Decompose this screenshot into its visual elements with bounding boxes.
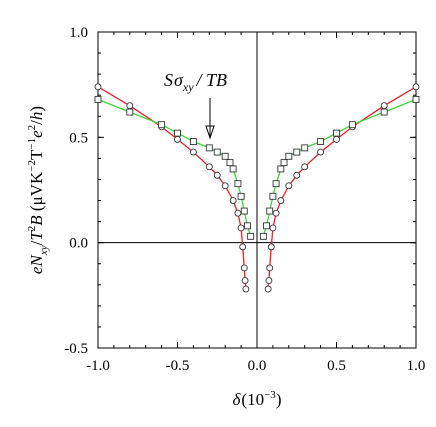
series-1-point xyxy=(244,222,251,230)
series-0-point xyxy=(229,197,237,204)
y-axis-label: eNxy/T2B (μVK−2T−1e2/h) xyxy=(26,106,50,274)
series-1-line-right xyxy=(262,98,417,237)
annotation-label: Sσxy / TB xyxy=(164,70,227,94)
series-0-point xyxy=(234,209,242,217)
series-1-point xyxy=(301,144,309,152)
series-1-point xyxy=(348,121,356,129)
series-0-point xyxy=(237,224,245,232)
series-1-point xyxy=(240,207,248,215)
annotation-arrowhead xyxy=(205,125,215,140)
series-0-point xyxy=(264,285,272,293)
series-1-point xyxy=(285,152,293,160)
x-tick-label: 0.5 xyxy=(327,358,346,374)
series-0-point xyxy=(241,277,249,285)
series-1-point xyxy=(280,159,288,167)
series-0-point xyxy=(242,285,250,293)
series-0-point xyxy=(301,163,309,171)
x-ticks: -1.0 -0.5 0.0 0.5 1.0 xyxy=(86,32,425,374)
series-1-point xyxy=(158,121,166,129)
series-0-point xyxy=(272,209,280,217)
series-1-point xyxy=(317,138,325,145)
series-1-point xyxy=(229,165,237,173)
series-0-point xyxy=(277,197,285,204)
x-tick-label: 1.0 xyxy=(407,358,426,374)
series-0-point xyxy=(266,264,274,272)
series-1-point xyxy=(94,95,102,103)
series-group xyxy=(94,83,420,293)
series-0-point xyxy=(94,83,102,91)
series-1-point xyxy=(174,129,181,137)
series-0-point xyxy=(412,83,420,91)
series-1-point xyxy=(333,129,340,137)
y-tick-label: 0.0 xyxy=(69,236,88,252)
series-1-point xyxy=(205,144,213,152)
series-1-point xyxy=(263,222,270,230)
series-1-point xyxy=(237,192,245,200)
x-tick-label: -0.5 xyxy=(166,358,190,374)
series-1-point xyxy=(412,95,420,103)
x-tick-label: -1.0 xyxy=(86,358,110,374)
series-0-point xyxy=(317,148,325,156)
series-1-point xyxy=(272,180,280,188)
series-1-point xyxy=(234,180,242,188)
series-1-point xyxy=(269,192,277,200)
series-0-point xyxy=(285,182,293,190)
series-0-point xyxy=(174,135,181,143)
y-ticks: -0.5 0.0 0.5 1.0 xyxy=(64,25,416,357)
series-1-point xyxy=(293,148,301,156)
y-tick-label: 1.0 xyxy=(69,25,88,41)
series-1-point xyxy=(259,232,267,240)
series-0-point xyxy=(267,243,275,251)
series-0-point xyxy=(265,277,273,285)
series-0-point xyxy=(189,148,197,156)
series-0-point xyxy=(239,243,247,251)
series-0-point xyxy=(293,171,301,179)
y-tick-label: 0.5 xyxy=(69,130,88,146)
series-1-point xyxy=(213,148,221,156)
series-0-point xyxy=(380,102,388,110)
y-tick-label: -0.5 xyxy=(64,341,88,357)
series-0-point xyxy=(333,135,340,143)
series-0-point xyxy=(269,224,277,232)
series-1-point xyxy=(247,232,255,240)
annotation: Sσxy / TB xyxy=(164,70,227,140)
series-1-point xyxy=(266,207,274,215)
series-1-line-left xyxy=(97,98,252,237)
series-1-point xyxy=(189,138,197,145)
series-1-point xyxy=(380,108,388,116)
series-0-point xyxy=(126,102,134,110)
series-1-point xyxy=(277,165,285,173)
x-axis-label: δ(10−3) xyxy=(233,389,282,409)
series-1-point xyxy=(221,152,229,160)
x-tick-label: 0.0 xyxy=(248,358,267,374)
series-1-point xyxy=(226,159,234,167)
series-0-point xyxy=(213,171,221,179)
series-0-point xyxy=(240,264,248,272)
series-1-point xyxy=(126,108,134,116)
series-0-point xyxy=(205,163,213,171)
series-0-point xyxy=(221,182,229,190)
